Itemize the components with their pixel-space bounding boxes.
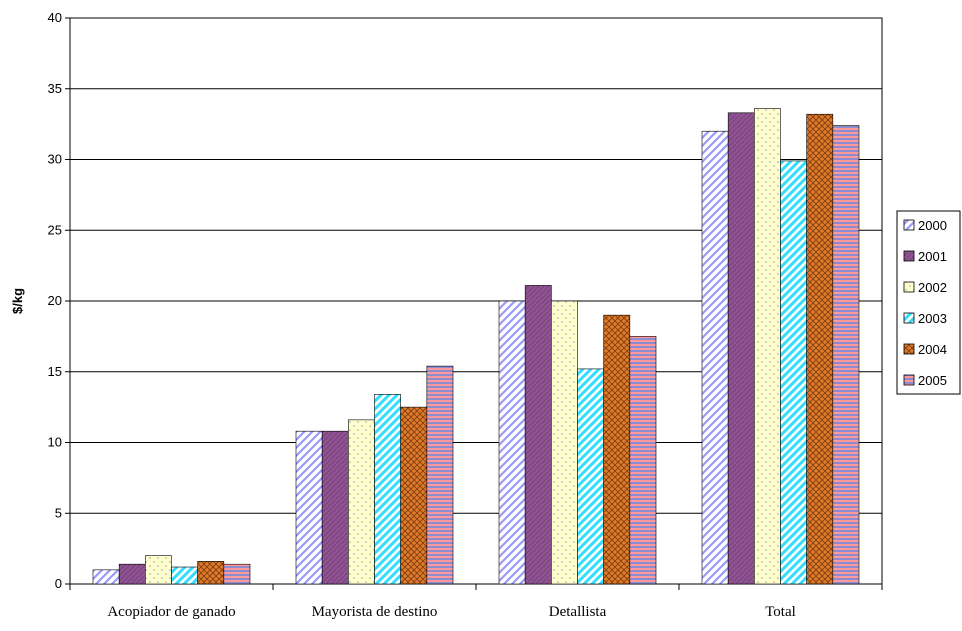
bar-2000-0 [92, 569, 120, 585]
bar-2002-0 [145, 555, 172, 585]
bar-2003-2 [577, 368, 604, 585]
legend-swatch-2000 [903, 219, 915, 231]
legend-label: 2004 [918, 342, 947, 357]
y-tick-label: 0 [55, 576, 62, 591]
bar-2001-3 [727, 112, 755, 585]
axes [65, 17, 883, 590]
y-tick-label: 5 [55, 505, 62, 520]
bar-2002-3 [754, 108, 781, 585]
legend-swatch-2005 [903, 374, 915, 386]
legend-swatch-2003 [903, 312, 915, 324]
x-category-label: Acopiador de ganado [107, 604, 235, 620]
legend-swatch-2002 [903, 281, 915, 293]
y-tick-label: 20 [48, 293, 62, 308]
bar-2003-3 [780, 160, 807, 585]
bar-2004-0 [197, 561, 225, 585]
bar-2000-3 [701, 130, 729, 585]
bar-2005-2 [629, 336, 657, 585]
legend: 2000 2001 2002 2003 2004 2005 [896, 210, 961, 395]
bar-2002-2 [551, 300, 578, 585]
x-category-label: Total [765, 604, 796, 620]
bar-2005-0 [223, 563, 251, 585]
bar-2000-2 [498, 300, 526, 585]
bar-2002-1 [348, 419, 375, 585]
legend-label: 2002 [918, 280, 947, 295]
bar-2001-1 [321, 430, 349, 585]
bar-2000-1 [295, 430, 323, 585]
bar-2001-0 [118, 563, 146, 585]
bar-2004-1 [400, 406, 428, 585]
bar-2001-2 [524, 285, 552, 585]
bar-2005-1 [426, 365, 454, 585]
bar-2003-1 [374, 394, 401, 585]
bar-2003-0 [171, 566, 198, 585]
y-tick-label: 40 [48, 10, 62, 25]
x-category-label: Detallista [549, 604, 607, 620]
gridlines [70, 17, 882, 514]
y-tick-label: 15 [48, 364, 62, 379]
legend-box [896, 210, 961, 395]
legend-label: 2003 [918, 311, 947, 326]
legend-swatch-2004 [903, 343, 915, 355]
y-axis-title: $/kg [10, 288, 25, 314]
legend-label: 2001 [918, 249, 947, 264]
y-tick-label: 30 [48, 152, 62, 167]
y-tick-label: 35 [48, 81, 62, 96]
legend-label: 2005 [918, 373, 947, 388]
bars [92, 108, 860, 585]
bar-2004-2 [603, 314, 631, 585]
bar-2004-3 [806, 113, 834, 585]
bar-2005-3 [832, 125, 860, 585]
y-tick-label: 10 [48, 435, 62, 450]
legend-label: 2000 [918, 218, 947, 233]
y-tick-label: 25 [48, 222, 62, 237]
tick-labels: 0 5 10 15 20 25 30 35 40 Acopiador de ganado Mayor… [10, 10, 796, 620]
x-category-label: Mayorista de destino [312, 604, 438, 620]
legend-swatch-2001 [903, 250, 915, 262]
